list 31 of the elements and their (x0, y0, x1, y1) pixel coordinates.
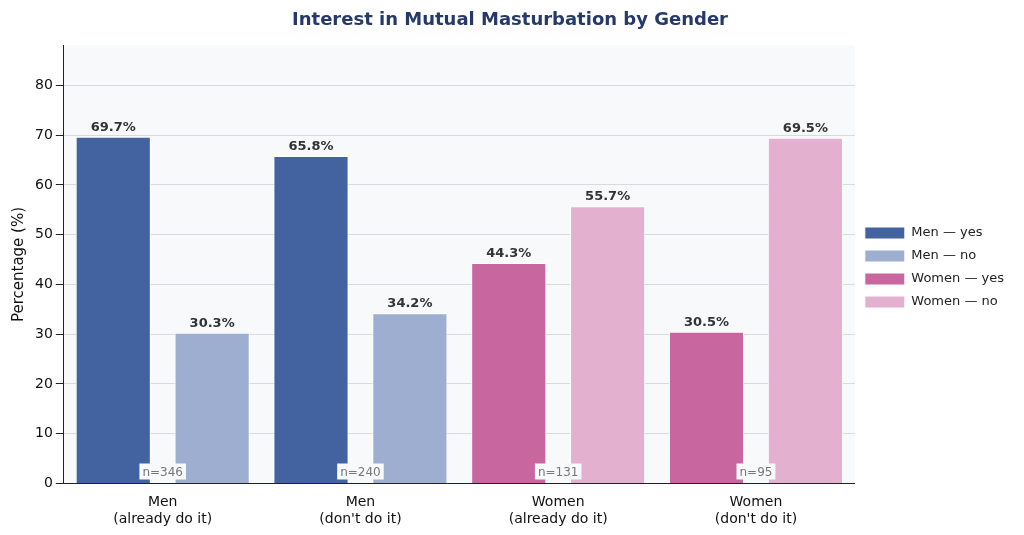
y-tick-label: 80 (34, 76, 53, 93)
x-tick-label: Men (don't do it) (319, 493, 402, 527)
y-tick-label: 60 (34, 175, 53, 192)
y-tick-label: 10 (34, 424, 53, 441)
chart-title: Interest in Mutual Masturbation by Gender (292, 8, 729, 30)
y-axis-title: Percentage (%) (8, 206, 27, 323)
y-tick-label: 30 (34, 324, 53, 341)
y-tick-label: 40 (34, 275, 53, 292)
data-label: 65.8% (288, 137, 334, 153)
legend-label: Men — no (911, 247, 977, 263)
y-tick-label: 70 (34, 125, 53, 142)
annotation: n=131 (537, 464, 579, 479)
annotation: n=346 (142, 464, 183, 479)
y-tick-label: 0 (43, 474, 53, 491)
data-label: 30.3% (189, 314, 235, 330)
y-tick-label: 50 (34, 225, 53, 242)
annotation: n=240 (340, 464, 381, 479)
annotation: n=95 (739, 464, 773, 479)
x-tick-label: Women (don't do it) (714, 493, 798, 527)
data-label: 44.3% (486, 244, 532, 260)
data-label: 55.7% (585, 188, 631, 204)
data-label: 69.5% (782, 119, 828, 135)
data-label: 69.7% (90, 118, 136, 134)
data-label: 34.2% (387, 295, 433, 311)
legend-label: Men — yes (911, 224, 983, 240)
y-tick-label: 20 (34, 374, 53, 391)
x-tick-label: Women (already do it) (508, 493, 608, 527)
legend-label: Women — yes (911, 270, 1005, 286)
legend-label: Women — no (911, 293, 998, 309)
data-label: 30.5% (683, 313, 730, 329)
x-tick-label: Men (already do it) (113, 493, 213, 527)
